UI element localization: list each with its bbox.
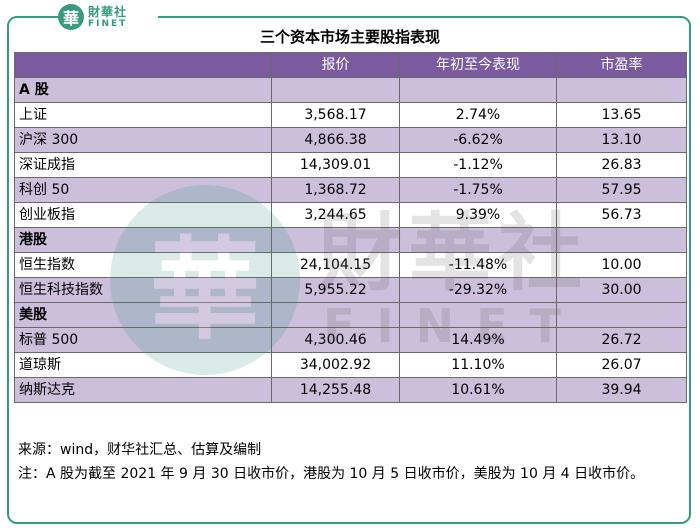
index-name: 深证成指 [14,152,272,178]
index-ytd: -11.48% [399,252,557,278]
section-row-hk-shares: 港股 [14,227,687,253]
table-row: 深证成指 14,309.01 -1.12% 26.83 [14,152,687,178]
index-ytd: 11.10% [399,352,557,378]
finet-logo-badge: 華 [58,4,84,30]
table-notes: 来源：wind，财华社汇总、估算及编制 注：A 股为截至 2021 年 9 月 … [18,438,682,486]
table-row: 科创 50 1,368.72 -1.75% 57.95 [14,177,687,203]
table-row: 恒生指数 24,104.15 -11.48% 10.00 [14,252,687,278]
remark-note: 注：A 股为截至 2021 年 9 月 30 日收市价，港股为 10 月 5 日… [18,466,645,482]
index-pe: 39.94 [556,377,687,403]
table-row: 沪深 300 4,866.38 -6.62% 13.10 [14,127,687,153]
index-ytd: 10.61% [399,377,557,403]
section-label: 美股 [14,302,272,328]
table-row: 标普 500 4,300.46 14.49% 26.72 [14,327,687,353]
index-ytd: 2.74% [399,102,557,128]
index-ytd: 9.39% [399,202,557,228]
index-name: 纳斯达克 [14,377,272,403]
index-name: 道琼斯 [14,352,272,378]
header-ytd: 年初至今表现 [399,52,557,78]
index-performance-table: 报价 年初至今表现 市盈率 A 股 上证 3,568.17 2.74% 13.6… [14,52,687,403]
table-title: 三个资本市场主要股指表现 [259,28,440,46]
index-price: 34,002.92 [271,352,400,378]
index-price: 3,568.17 [271,102,400,128]
index-pe: 30.00 [556,277,687,303]
index-ytd: -1.75% [399,177,557,203]
logo-name-cn: 財華社 [88,4,128,19]
index-pe: 10.00 [556,252,687,278]
index-ytd: -6.62% [399,127,557,153]
index-ytd: -29.32% [399,277,557,303]
table-row: 道琼斯 34,002.92 11.10% 26.07 [14,352,687,378]
index-price: 14,309.01 [271,152,400,178]
index-price: 1,368.72 [271,177,400,203]
index-name: 上证 [14,102,272,128]
index-pe: 26.72 [556,327,687,353]
finet-logo-text: 財華社 FINET [88,6,127,29]
index-price: 3,244.65 [271,202,400,228]
index-ytd: -1.12% [399,152,557,178]
table-row: 纳斯达克 14,255.48 10.61% 39.94 [14,377,687,403]
section-label: 港股 [14,227,272,253]
index-name: 创业板指 [14,202,272,228]
index-price: 24,104.15 [271,252,400,278]
table-row: 上证 3,568.17 2.74% 13.65 [14,102,687,128]
index-pe: 13.65 [556,102,687,128]
header-pe: 市盈率 [556,52,687,78]
index-price: 5,955.22 [271,277,400,303]
index-name: 恒生指数 [14,252,272,278]
section-label: A 股 [14,77,272,103]
section-row-us-shares: 美股 [14,302,687,328]
header-name [14,52,272,78]
logo-name-en: FINET [88,18,128,29]
table-row: 创业板指 3,244.65 9.39% 56.73 [14,202,687,228]
index-pe: 26.83 [556,152,687,178]
source-note: 来源：wind，财华社汇总、估算及编制 [18,442,262,458]
table-header-row: 报价 年初至今表现 市盈率 [14,52,687,78]
index-pe: 57.95 [556,177,687,203]
index-name: 科创 50 [14,177,272,203]
table-row: 恒生科技指数 5,955.22 -29.32% 30.00 [14,277,687,303]
section-row-a-shares: A 股 [14,77,687,103]
index-pe: 26.07 [556,352,687,378]
finet-logo: 華 財華社 FINET [58,2,158,32]
index-pe: 13.10 [556,127,687,153]
index-price: 14,255.48 [271,377,400,403]
index-name: 沪深 300 [14,127,272,153]
index-ytd: 14.49% [399,327,557,353]
index-name: 恒生科技指数 [14,277,272,303]
index-price: 4,300.46 [271,327,400,353]
header-price: 报价 [271,52,400,78]
index-price: 4,866.38 [271,127,400,153]
index-pe: 56.73 [556,202,687,228]
index-name: 标普 500 [14,327,272,353]
